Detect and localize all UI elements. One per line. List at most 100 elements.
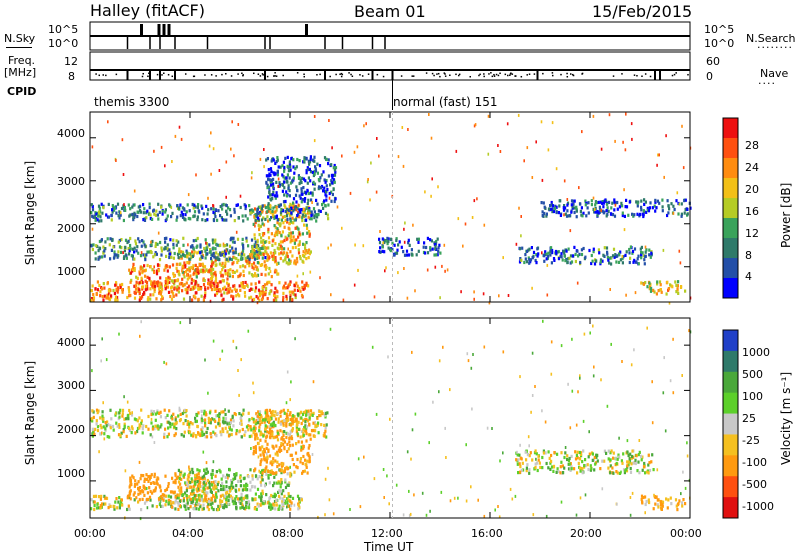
velocity-noise <box>204 358 206 362</box>
velocity-cell <box>222 474 225 478</box>
power-noise <box>207 196 209 200</box>
power-cell <box>157 202 160 206</box>
velocity-noise <box>327 466 329 470</box>
power-cell <box>305 241 308 245</box>
velocity-cell <box>273 503 276 507</box>
power-cell <box>305 283 308 287</box>
nave-dot <box>493 75 496 77</box>
power-cell <box>252 254 256 258</box>
velocity-cell <box>230 481 233 485</box>
velocity-cell <box>272 460 275 464</box>
velocity-cell <box>134 431 137 435</box>
power-cell <box>115 211 118 215</box>
power-cell <box>297 231 300 235</box>
velocity-cell <box>660 507 663 511</box>
power-cell <box>212 281 215 285</box>
velocity-cell <box>97 506 100 510</box>
power-cell <box>142 292 145 296</box>
velocity-noise <box>123 395 125 399</box>
power-cell <box>228 272 231 276</box>
nsearch-label: N.Search <box>746 32 796 45</box>
power-cell <box>180 254 183 258</box>
nave-dot <box>215 75 217 77</box>
velocity-cell <box>588 452 591 456</box>
velocity-cell <box>194 502 198 506</box>
power-cell <box>605 209 608 213</box>
velocity-cell <box>615 456 618 460</box>
velocity-cell <box>288 423 291 427</box>
velocity-cell <box>269 461 272 465</box>
power-cell <box>92 296 96 300</box>
power-cell <box>294 262 297 266</box>
velocity-noise <box>583 332 586 336</box>
power-cell <box>146 287 149 291</box>
velocity-cell <box>198 498 201 502</box>
power-cell <box>143 217 146 221</box>
power-cell <box>192 252 195 257</box>
velocity-cell <box>156 426 159 430</box>
power-noise <box>164 164 166 168</box>
velocity-cell <box>591 452 594 456</box>
power-cell <box>166 269 169 273</box>
velocity-noise <box>140 320 142 324</box>
velocity-cell <box>152 410 156 414</box>
velocity-cell <box>297 427 300 431</box>
power-noise <box>518 206 520 210</box>
power-cell <box>198 250 201 254</box>
power-noise <box>471 216 474 219</box>
power-cell <box>171 211 174 215</box>
power-cell <box>149 217 152 221</box>
power-cell <box>229 268 232 272</box>
power-cell <box>603 210 606 214</box>
nave-dot <box>444 73 446 75</box>
power-cell <box>391 247 394 252</box>
velocity-cell <box>118 425 121 429</box>
power-cell <box>407 253 411 257</box>
velocity-cell <box>266 419 269 423</box>
velocity-cell <box>648 461 651 465</box>
power-cell <box>107 293 110 297</box>
power-cell <box>165 285 168 289</box>
power-cell <box>226 212 229 216</box>
velocity-cell <box>210 502 213 506</box>
power-cell <box>283 203 286 207</box>
nave-dot <box>237 73 239 75</box>
velocity-cell <box>201 418 204 422</box>
nave-dot <box>275 75 278 77</box>
velocity-cell <box>595 453 598 457</box>
power-cell <box>270 289 273 293</box>
velocity-cell <box>184 483 188 487</box>
power-cell <box>548 208 551 212</box>
power-cell <box>231 262 234 266</box>
velocity-cell <box>224 426 227 430</box>
power-cell <box>686 212 689 216</box>
power-cell <box>166 214 169 218</box>
velocity-cell <box>254 450 257 454</box>
velocity-cell <box>308 456 311 461</box>
power-cell <box>384 239 387 243</box>
velocity-cell <box>272 420 275 424</box>
power-cell <box>616 207 619 211</box>
power-cell <box>90 288 93 293</box>
power-cell <box>99 294 102 298</box>
nave-dot <box>509 74 511 77</box>
velocity-cell <box>632 449 635 453</box>
power-cell <box>91 284 94 288</box>
velocity-cell <box>260 420 264 424</box>
velocity-cell <box>205 500 208 504</box>
velocity-cell <box>292 463 295 467</box>
velocity-cell <box>177 496 180 500</box>
velocity-cell <box>188 422 191 426</box>
velocity-cell <box>272 484 275 488</box>
velocity-cell <box>231 416 234 420</box>
power-noise <box>297 203 300 207</box>
velocity-cell <box>117 433 121 437</box>
power-cell <box>136 276 139 280</box>
velocity-cell <box>214 491 218 495</box>
velocity-cell <box>260 492 263 496</box>
xtick-0400: 04:00 <box>172 527 204 540</box>
power-cell <box>265 286 268 291</box>
freq-tick-low: 8 <box>68 70 75 83</box>
power-cell <box>275 230 278 234</box>
velocity-cell <box>136 482 139 486</box>
